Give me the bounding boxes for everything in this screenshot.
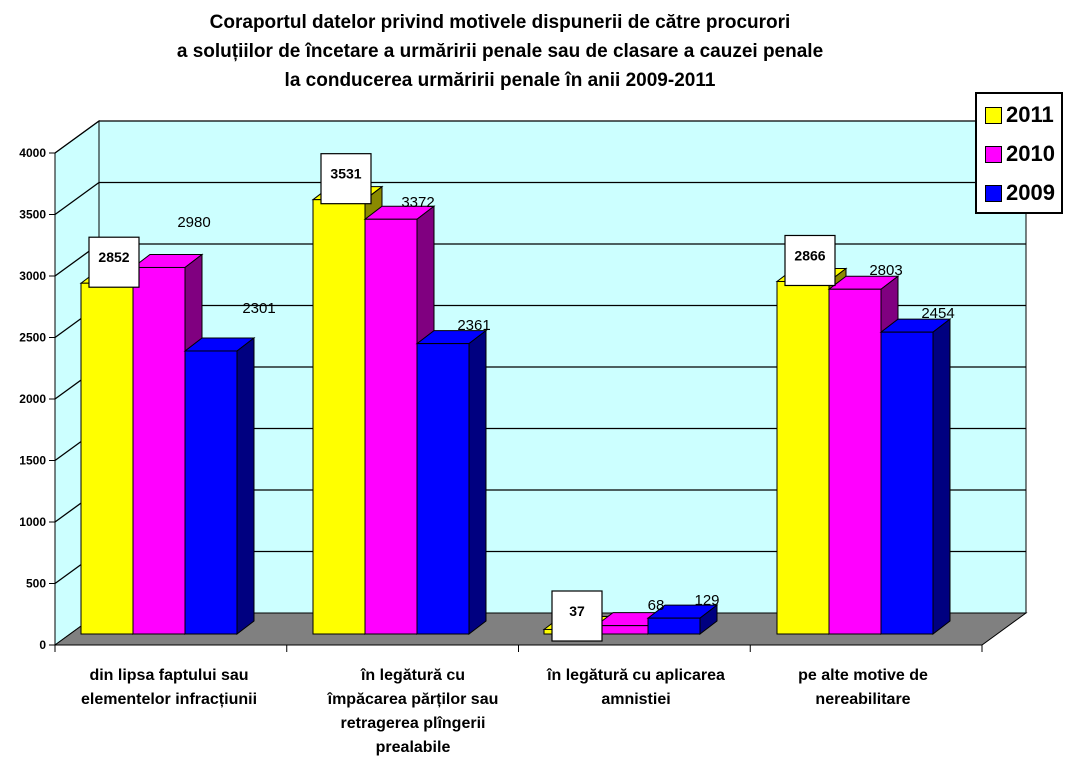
data-label: 129 [694,592,719,609]
data-label-box [88,236,140,288]
y-tick-label: 0 [39,638,46,652]
category-label: retragerea plîngerii [341,715,486,732]
category-label: amnistiei [601,691,670,708]
bar [80,282,134,635]
bar-side [236,336,255,636]
data-label: 68 [648,597,665,614]
y-tick-label: 3000 [19,269,46,283]
category-label: prealabile [376,739,451,756]
y-tick-label: 2500 [19,331,46,345]
legend-swatch-2011 [985,106,1002,124]
y-tick-label: 4000 [19,146,46,160]
bar [647,617,701,635]
legend-label-2011: 2011 [1006,102,1054,127]
bar [364,218,418,635]
category-label: pe alte motive de [798,667,928,684]
legend-swatch-2009 [985,184,1002,202]
bar [184,350,238,635]
legend-label-2010: 2010 [1006,141,1055,166]
bar-side [932,318,951,636]
y-tick-label: 500 [26,577,46,591]
data-label: 2852 [98,249,129,265]
category-label: elementelor infracțiunii [81,691,257,708]
gridline [54,120,1026,154]
legend: 2011 2010 2009 [975,92,1063,214]
data-label-box [784,234,836,287]
bar [595,625,649,635]
data-label: 3531 [330,166,361,182]
data-label: 2803 [869,262,902,279]
bar [312,199,366,635]
legend-item-2009: 2009 [985,178,1055,208]
legend-item-2011: 2011 [985,100,1054,130]
bar [880,331,934,635]
data-label: 2866 [794,247,825,263]
data-label: 2980 [177,214,210,231]
bar [416,343,470,635]
bar-side [468,329,487,636]
title-line-3: la conducerea urmăririi penale în anii 2… [284,70,716,91]
data-label: 2301 [242,300,275,317]
bar [828,288,882,635]
category-label: în legătură cu aplicarea [546,667,725,684]
legend-item-2010: 2010 [985,139,1055,169]
data-label: 3372 [401,194,434,211]
title-line-1: Coraportul datelor privind motivele disp… [209,12,791,33]
category-label: din lipsa faptului sau [89,667,248,684]
data-label: 2454 [921,305,954,322]
chart-title: Coraportul datelor privind motivele disp… [0,8,1000,95]
y-tick-label: 2000 [19,392,46,406]
data-label-box [320,153,372,205]
bar [132,266,186,635]
data-label: 2361 [457,317,490,334]
data-label-box [551,590,603,642]
category-label: nereabilitare [815,691,910,708]
title-line-2: a soluțiilor de încetare a urmăririi pen… [176,41,824,62]
category-label: în legătură cu [360,667,465,684]
category-label: împăcarea părților sau [327,691,499,708]
y-tick-label: 1000 [19,515,46,529]
gridline [54,181,1026,216]
legend-label-2009: 2009 [1006,180,1055,205]
data-label: 37 [569,603,585,619]
bar [776,280,830,635]
legend-swatch-2010 [985,145,1002,163]
y-tick-label: 1500 [19,454,46,468]
y-tick-label: 3500 [19,208,46,222]
